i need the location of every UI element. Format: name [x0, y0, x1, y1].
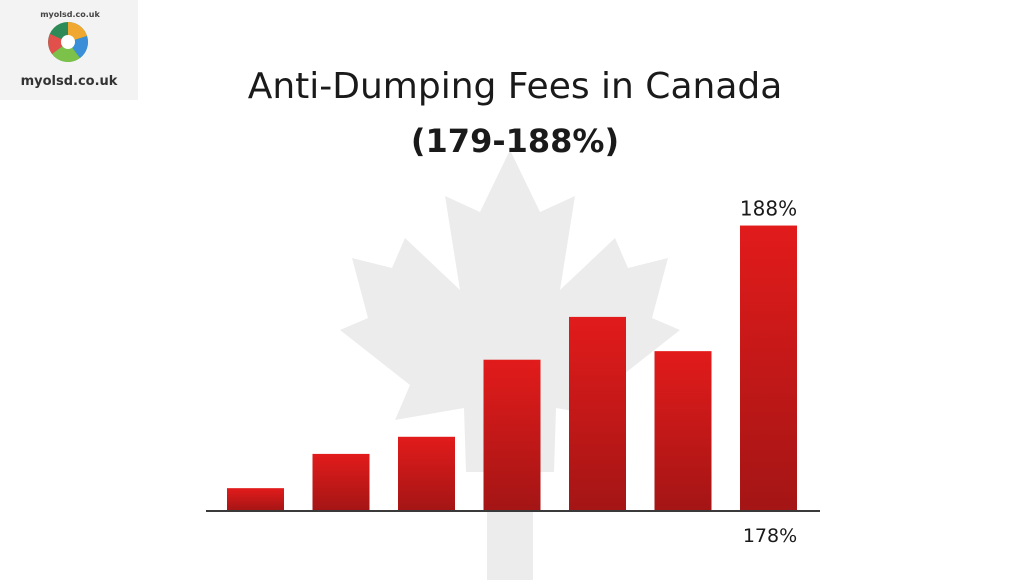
data-label: 188% [740, 197, 797, 221]
logo-badge-icon [48, 22, 88, 62]
bar-series [227, 225, 797, 511]
bar [740, 225, 797, 511]
bar [654, 351, 712, 511]
logo-arc-text: myolsd.co.uk [40, 10, 100, 19]
bar [569, 316, 626, 511]
logo: myolsd.co.uk myolsd.co.uk [0, 0, 138, 100]
bar [483, 359, 541, 511]
logo-site-text: myolsd.co.uk [20, 74, 118, 89]
chart-title: Anti-Dumping Fees in Canada [247, 66, 783, 107]
bar [398, 436, 455, 511]
data-label-group: 188% [740, 197, 797, 221]
chart-subtitle: (179-188%) [410, 122, 620, 160]
bar [312, 453, 370, 511]
axis-right-label: 178% [743, 525, 797, 547]
bar [227, 488, 284, 511]
